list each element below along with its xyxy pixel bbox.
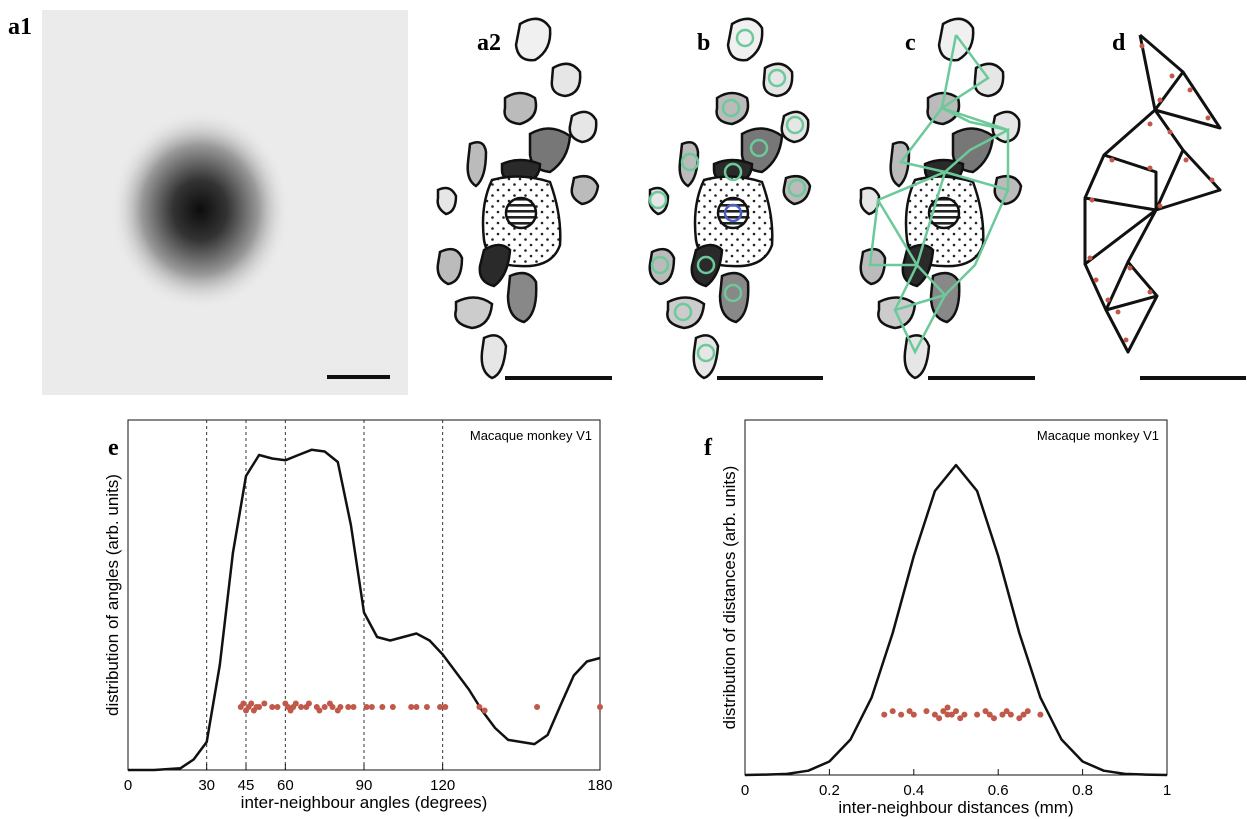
centroid-markers (648, 28, 807, 363)
cell-diagram (436, 17, 600, 380)
data-point (437, 704, 444, 710)
data-point (1003, 708, 1010, 715)
data-point (990, 715, 997, 722)
data-point (321, 704, 328, 710)
annotation: Macaque monkey V1 (1037, 428, 1159, 443)
data-point (423, 704, 430, 710)
x-axis-label: inter-neighbour distances (mm) (838, 798, 1073, 817)
data-point (240, 700, 247, 707)
data-point (948, 711, 955, 718)
x-tick-label: 45 (238, 777, 255, 794)
data-point (316, 707, 323, 714)
density-curve (744, 463, 1168, 777)
center-marker (723, 203, 743, 223)
density-curve (128, 448, 601, 772)
data-point (256, 704, 263, 710)
plot-frame (744, 419, 1168, 776)
panel-label: f (704, 435, 713, 461)
data-point (889, 708, 896, 715)
data-point (345, 704, 352, 710)
data-point (337, 704, 344, 710)
data-point (961, 711, 968, 718)
data-point (481, 707, 488, 714)
panel-label: c (905, 30, 916, 56)
data-point (974, 711, 981, 718)
data-point (1007, 711, 1014, 718)
data-point (944, 704, 951, 711)
x-tick-label: 0.8 (1072, 782, 1093, 799)
data-point (936, 715, 943, 722)
data-point (1020, 711, 1027, 718)
y-axis-label: distribution of distances (arb. units) (720, 466, 739, 730)
data-point (940, 708, 947, 715)
data-point (261, 700, 268, 707)
data-point (292, 700, 299, 707)
x-tick-label: 120 (430, 777, 455, 794)
data-point (953, 708, 959, 715)
data-point (329, 704, 336, 710)
panel-label: a2 (477, 30, 501, 56)
data-point (910, 711, 917, 718)
data-point (363, 704, 370, 710)
annotation: Macaque monkey V1 (470, 428, 592, 443)
data-point (982, 708, 989, 715)
data-point (597, 704, 603, 710)
x-tick-label: 60 (277, 777, 294, 794)
data-point (944, 711, 951, 718)
data-point (442, 704, 449, 710)
data-point (931, 711, 938, 718)
data-point (476, 704, 483, 710)
data-point (274, 704, 281, 710)
data-point (1016, 715, 1023, 722)
data-point (269, 704, 276, 710)
x-tick-label: 0.6 (988, 782, 1009, 799)
data-point (1037, 711, 1044, 718)
neighbour-network (868, 34, 1010, 355)
x-tick-label: 180 (587, 777, 612, 794)
data-point (923, 708, 930, 715)
y-axis-label: distribution of angles (arb. units) (103, 474, 122, 716)
panel-label: b (697, 30, 710, 56)
x-tick-label: 0 (741, 782, 749, 799)
panel-label: e (108, 435, 119, 461)
data-point (881, 711, 888, 718)
x-tick-label: 90 (356, 777, 373, 794)
data-point (305, 700, 312, 707)
data-point (986, 711, 993, 718)
panel-label: a1 (8, 14, 32, 40)
triangulation-dots (1087, 43, 1215, 343)
data-point (413, 704, 420, 710)
data-point (368, 704, 375, 710)
x-tick-label: 0.4 (903, 782, 924, 799)
micrograph-stain (110, 110, 290, 310)
data-point (999, 711, 1006, 718)
x-axis-label: inter-neighbour angles (degrees) (241, 793, 488, 812)
data-point (898, 711, 905, 718)
data-point (408, 704, 415, 710)
data-point (350, 704, 357, 710)
data-point (389, 704, 396, 710)
x-tick-label: 0.2 (819, 782, 840, 799)
cell-diagram (648, 17, 812, 380)
x-tick-label: 30 (198, 777, 215, 794)
x-tick-label: 0 (124, 777, 132, 794)
data-point (534, 704, 541, 710)
data-point (248, 700, 255, 707)
data-point (957, 715, 964, 722)
triangulation (1083, 33, 1222, 354)
data-point (298, 704, 305, 710)
data-point (379, 704, 386, 710)
data-point (1024, 708, 1031, 715)
panel-label: d (1112, 30, 1126, 56)
data-point (906, 708, 913, 715)
x-tick-label: 1 (1163, 782, 1171, 799)
